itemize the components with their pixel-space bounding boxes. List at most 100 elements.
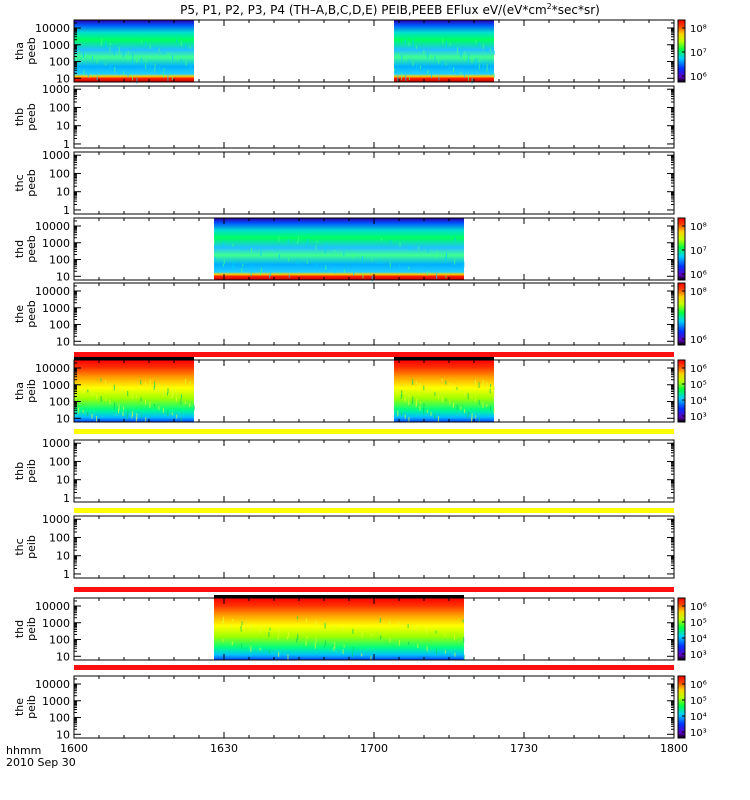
thapeeb-speckle <box>131 57 133 64</box>
thcpeib-ylabel-probe: thc <box>13 538 26 555</box>
thapeib-speckle <box>430 411 432 416</box>
thapeeb-speckle <box>412 39 414 44</box>
thapeib-speckle <box>158 405 160 410</box>
thapeib-y-tick-label: 100 <box>49 396 70 409</box>
thdpeeb-speckle <box>222 263 224 267</box>
thapeeb-speckle <box>471 55 473 61</box>
thdpeeb-speckle <box>444 257 446 262</box>
thdpeib-y-tick-label: 100 <box>49 634 70 647</box>
thapeib-speckle <box>189 403 191 408</box>
thapeeb-colorbar-label: 10⁷ <box>690 48 707 59</box>
thapeib-speckle <box>91 391 93 396</box>
thapeib-speckle <box>475 415 477 419</box>
panel-thapeeb: 10 100 1000 10000 tha peeb 10⁸ 10⁷ 10⁶ <box>13 19 707 85</box>
thapeib-data-block-1 <box>74 360 194 422</box>
thapeib-speckle <box>415 381 417 385</box>
thapeeb-speckle <box>460 71 462 75</box>
thapeeb-speckle <box>486 64 488 70</box>
thapeeb-speckle <box>442 38 444 44</box>
thdpeib-speckle <box>287 631 289 637</box>
thapeeb-speckle <box>441 60 443 67</box>
thapeib-speckle <box>478 381 480 388</box>
thapeib-speckle <box>463 391 465 397</box>
thapeib-y-tick-label: 1000 <box>42 379 70 392</box>
thdpeeb-speckle <box>353 271 355 276</box>
thbpeib-y-tick-label: 1000 <box>42 437 70 450</box>
thapeeb-speckle <box>189 63 191 70</box>
thapeeb-speckle <box>158 70 160 75</box>
thapeeb-speckle <box>405 74 407 81</box>
thdpeeb-speckle <box>251 265 253 270</box>
thapeib-speckle <box>113 384 115 391</box>
thdpeib-speckle <box>435 630 437 634</box>
thdpeib-speckle <box>268 632 270 638</box>
thapeeb-speckle <box>122 53 124 58</box>
thapeib-speckle <box>404 392 406 396</box>
thdpeib-speckle <box>241 643 243 649</box>
thapeib-speckle <box>408 394 410 399</box>
panel-thepeib: 10 100 1000 10000 the peib 10⁶ 10⁵ 10⁴ 10³ <box>13 675 707 741</box>
thapeib-speckle <box>467 393 469 400</box>
thdpeeb-speckle <box>445 275 447 279</box>
thapeeb-speckle <box>478 64 480 70</box>
thdpeib-speckle <box>287 654 289 661</box>
thdpeib-ylabel-product: peib <box>25 617 38 641</box>
thepeib-ylabel-probe: the <box>13 698 26 716</box>
thdpeib-speckle <box>231 623 233 629</box>
thapeeb-speckle <box>132 53 134 58</box>
thdpeib-speckle <box>333 624 335 628</box>
thapeeb-ylabel-product: peeb <box>25 37 38 65</box>
panel-thepeeb: 10 100 1000 10000 the peeb 10⁸ 10⁶ <box>13 282 707 348</box>
thdpeib-speckle <box>426 646 428 652</box>
thapeeb-speckle <box>140 62 142 67</box>
thapeib-speckle <box>482 401 484 408</box>
x-tick-label: 1700 <box>360 742 388 755</box>
thapeib-speckle <box>136 413 138 420</box>
panel-thcpeib: 1 10 100 1000 thc peib <box>13 513 675 581</box>
thdpeeb-speckle <box>259 272 261 276</box>
thapeeb-speckle <box>114 44 116 49</box>
x-tick-label: 1630 <box>210 742 238 755</box>
thapeib-colorbar-label: 10⁴ <box>690 396 707 407</box>
thapeib-speckle <box>412 396 414 402</box>
thapeib-speckle <box>87 411 89 416</box>
thbpeeb-y-tick-label: 100 <box>49 101 70 114</box>
x-tick-label: 1600 <box>60 742 88 755</box>
thdpeeb-speckle <box>343 251 345 256</box>
thdpeeb-speckle <box>316 262 318 267</box>
thdpeeb-ylabel-product: peeb <box>25 235 38 263</box>
thapeeb-speckle <box>416 63 418 70</box>
thdpeib-speckle <box>222 639 224 643</box>
thapeib-top-flag-2 <box>394 357 494 360</box>
thapeeb-speckle <box>162 72 164 78</box>
thdpeib-speckle <box>278 651 280 657</box>
thapeeb-speckle <box>475 40 477 44</box>
thdpeib-speckle <box>361 653 363 657</box>
thapeeb-speckle <box>412 43 414 50</box>
thapeeb-speckle <box>118 46 120 52</box>
thdpeeb-speckle <box>390 240 392 245</box>
thdpeeb-speckle <box>214 239 215 245</box>
thapeib-speckle <box>109 382 111 388</box>
thapeeb-speckle <box>176 39 178 44</box>
thapeib-speckle <box>131 410 133 416</box>
thbpeeb-y-tick-label: 1 <box>63 138 70 151</box>
thdpeib-speckle <box>324 644 326 648</box>
thapeib-speckle <box>419 405 421 411</box>
thapeeb-speckle <box>486 46 488 53</box>
thdpeeb-speckle <box>399 264 401 271</box>
panel-thdpeib: 10 100 1000 10000 thd peib 10⁶ 10⁵ 10⁴ 10³ <box>13 595 707 663</box>
thdpeib-speckle <box>463 654 465 660</box>
thdpeeb-speckle <box>316 240 318 244</box>
thapeib-speckle <box>467 411 469 417</box>
thdpeib-speckle <box>398 639 400 646</box>
thdpeeb-speckle <box>417 268 419 273</box>
thapeeb-speckle <box>412 61 414 67</box>
thapeeb-speckle <box>154 63 156 69</box>
thapeib-speckle <box>127 408 129 413</box>
thdpeib-speckle <box>370 655 372 660</box>
thapeib-speckle <box>441 396 443 403</box>
thapeeb-speckle <box>404 39 406 44</box>
thdpeib-y-tick-label: 1000 <box>42 617 70 630</box>
thapeib-speckle <box>437 416 439 423</box>
